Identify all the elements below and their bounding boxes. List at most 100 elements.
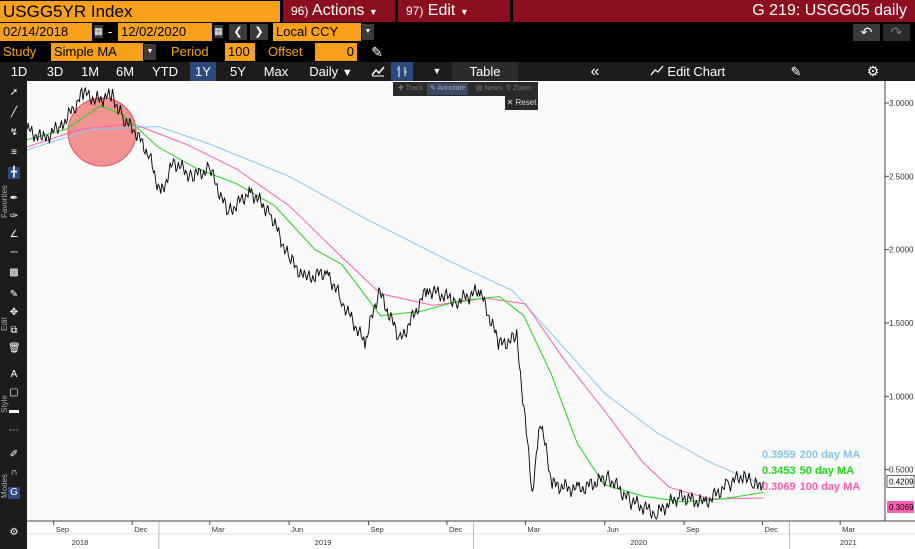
x-month-label: Jun	[291, 525, 303, 534]
copy-icon[interactable]: ⧉	[10, 325, 18, 336]
y-tick-label: 3.0000	[889, 99, 914, 108]
fibonacci-icon[interactable]: ≡	[11, 147, 17, 158]
chart-type-dropdown-icon[interactable]: ▼	[432, 66, 442, 76]
next-range-button[interactable]: ❯	[250, 24, 268, 40]
collapse-panel-icon[interactable]: «	[590, 63, 600, 80]
line-width-icon[interactable]: ▬	[9, 405, 19, 416]
y-tick-label: 0.5000	[889, 466, 914, 475]
period-text: 100	[228, 44, 250, 59]
candlestick-chart-icon[interactable]	[391, 62, 413, 81]
start-date-field[interactable]: 02/14/2018	[0, 23, 92, 41]
line-draw-icon[interactable]: ╱	[10, 107, 18, 118]
zoom-label: Zoom	[513, 85, 531, 92]
actions-menu-button[interactable]: 96) Actions ▼	[283, 0, 395, 23]
brush-icon[interactable]: ✒	[9, 193, 19, 204]
series-line-100-day-ma	[27, 122, 764, 500]
line-style-icon[interactable]: ⋯	[9, 425, 19, 436]
end-calendar-icon[interactable]: ▦	[214, 25, 223, 38]
draw-tool-icon[interactable]: ✎	[790, 64, 802, 79]
start-calendar-icon[interactable]: ▦	[94, 25, 103, 38]
currency-dropdown-icon[interactable]: ▼	[362, 24, 374, 40]
fill-style-icon[interactable]: ▢	[9, 387, 19, 398]
news-button[interactable]: ▤ News	[473, 83, 506, 95]
style-section-label: Style	[0, 395, 9, 413]
redo-icon[interactable]: ↷	[883, 24, 910, 41]
zoom-button[interactable]: ⚲ Zoom	[503, 83, 534, 95]
period-button-3d[interactable]: 3D	[46, 64, 64, 79]
news-label: News	[484, 85, 503, 92]
x-year-label: 2021	[840, 538, 857, 547]
period-button-5y[interactable]: 5Y	[230, 64, 246, 79]
pencil-icon[interactable]: ✎	[371, 44, 383, 60]
period-button-max[interactable]: Max	[263, 64, 289, 79]
text-style-icon[interactable]: A	[10, 369, 18, 380]
series-line-price	[27, 86, 764, 520]
x-month-label: Mar	[527, 525, 540, 534]
ma100-last-value: 0.3069	[889, 503, 914, 512]
settings-gear-icon[interactable]: ⚙	[866, 63, 880, 79]
track-button[interactable]: ✚ Track	[395, 83, 426, 95]
x-month-label: Dec	[765, 525, 779, 534]
edit-dropdown-icon: ▼	[459, 7, 469, 17]
period-button-6m[interactable]: 6M	[115, 64, 135, 79]
currency-select[interactable]: Local CCY	[273, 23, 361, 41]
legend-value: 0.3069	[762, 481, 796, 493]
period-button-1d[interactable]: 1D	[10, 64, 28, 79]
annotate-button[interactable]: ✎ Annotate	[427, 83, 469, 95]
start-date-text: 02/14/2018	[3, 24, 69, 39]
study-label: Study	[3, 44, 37, 59]
x-month-label: Jun	[607, 525, 619, 534]
end-date-text: 12/02/2020	[121, 24, 187, 39]
snap-mode-icon[interactable]: G	[8, 487, 20, 499]
end-date-field[interactable]: 12/02/2020	[118, 23, 212, 41]
channel-icon[interactable]: ▩	[9, 267, 19, 278]
period-button-1y[interactable]: 1Y	[190, 62, 216, 81]
crosshair-icon[interactable]: ╋	[8, 167, 20, 179]
period-button-ytd[interactable]: YTD	[152, 64, 178, 79]
study-dropdown-icon[interactable]: ▼	[144, 44, 156, 60]
pointer-icon[interactable]: ➚	[9, 87, 19, 98]
x-year-label: 2020	[630, 538, 647, 547]
period-input[interactable]: 100	[225, 43, 255, 61]
mode-pencil-icon[interactable]: ✐	[9, 449, 19, 460]
drawing-tools-sidebar: ➚ ╱ ↯ ≡ ╋ ✒ ✑ ∠ ─ ▩ ✎ ✥ ⧉ 🗑 A ▢ ▬ ⋯ ✐ ∩ …	[0, 81, 27, 549]
edit-chart-button[interactable]: Edit Chart	[640, 62, 735, 81]
line-chart-icon[interactable]	[367, 62, 389, 81]
edit-menu-button[interactable]: 97) Edit ▼	[398, 0, 510, 23]
trend-tool-icon[interactable]: ↯	[9, 127, 19, 138]
annotate-label: Annotate	[437, 85, 466, 92]
y-tick-label: 1.0000	[889, 392, 914, 401]
y-tick-label: 1.5000	[889, 319, 914, 328]
study-select[interactable]: Simple MA	[51, 43, 143, 61]
x-year-label: 2018	[72, 538, 89, 547]
ticker-field[interactable]: USGG5YR Index	[0, 1, 280, 22]
pen-icon[interactable]: ✑	[9, 211, 19, 222]
highlight-circle	[67, 97, 137, 167]
horizontal-line-icon[interactable]: ─	[10, 247, 18, 258]
x-month-label: Sep	[686, 525, 699, 534]
page-title: G 219: USGG05 daily	[752, 2, 907, 19]
prev-range-button[interactable]: ❮	[229, 24, 247, 40]
magnet-icon[interactable]: ∩	[10, 467, 18, 478]
angle-icon[interactable]: ∠	[9, 229, 19, 240]
offset-input[interactable]: 0	[315, 43, 357, 61]
price-last-value: 0.4209	[889, 477, 914, 486]
reset-button[interactable]: ✕ Reset	[505, 96, 538, 110]
frequency-select[interactable]: Daily ▼	[297, 62, 365, 81]
undo-icon[interactable]: ↶	[853, 24, 880, 41]
track-label: Track	[405, 85, 423, 92]
series-line-200-day-ma	[27, 125, 764, 486]
period-button-1m[interactable]: 1M	[80, 64, 100, 79]
table-button[interactable]: Table	[452, 62, 518, 81]
sidebar-settings-icon[interactable]: ⚙	[9, 527, 19, 538]
edit-number: 97)	[406, 4, 424, 18]
ma100-last-value-box	[887, 500, 914, 513]
y-tick-label: 2.5000	[889, 172, 914, 181]
ticker-text: USGG5YR Index	[3, 2, 133, 21]
move-icon[interactable]: ✥	[9, 307, 19, 318]
price-chart[interactable]: 3.0000 2.5000 2.0000 1.5000 1.0000 0.5000 Sep…	[27, 81, 915, 549]
legend-name: 200 day MA	[800, 449, 861, 461]
study-bar: Study Simple MA ▼ Period 100 Offset 0 ✎	[0, 42, 915, 62]
edit-pen-icon[interactable]: ✎	[9, 289, 19, 300]
delete-icon[interactable]: 🗑	[8, 343, 21, 354]
